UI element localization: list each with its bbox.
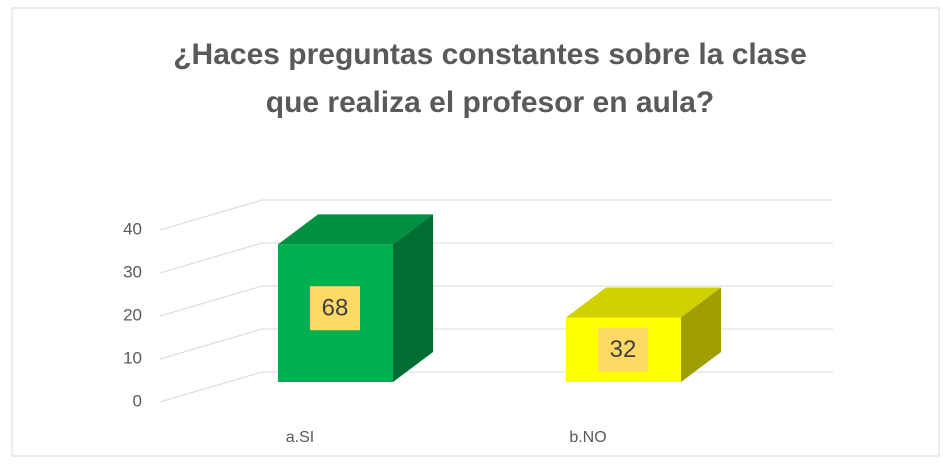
data-label-box [310,286,360,331]
grid-line [159,285,263,317]
chart-title: ¿Haces preguntas constantes sobre la cla… [173,38,807,119]
bar-top [278,214,433,245]
chart-border [11,7,940,457]
title-line: que realiza el profesor en aula? [266,86,714,119]
grid-line [159,328,263,360]
y-tick-label: 40 [123,219,142,238]
bar-side [681,287,721,382]
x-tick-label: b.NO [569,429,606,446]
grid-line [159,371,263,403]
y-tick-label: 30 [123,262,142,281]
y-tick-label: 20 [123,305,142,324]
y-tick-label: 10 [123,348,142,367]
x-tick-label: a.SI [286,429,314,446]
data-label: 68 [322,295,349,322]
grid-line [159,199,263,231]
grid-line [159,242,263,274]
data-label: 32 [610,336,637,363]
title-line: ¿Haces preguntas constantes sobre la cla… [173,38,807,71]
y-tick-label: 0 [133,391,142,410]
bar-side [393,214,433,382]
data-label-box [598,327,648,372]
bar-top [566,287,721,318]
